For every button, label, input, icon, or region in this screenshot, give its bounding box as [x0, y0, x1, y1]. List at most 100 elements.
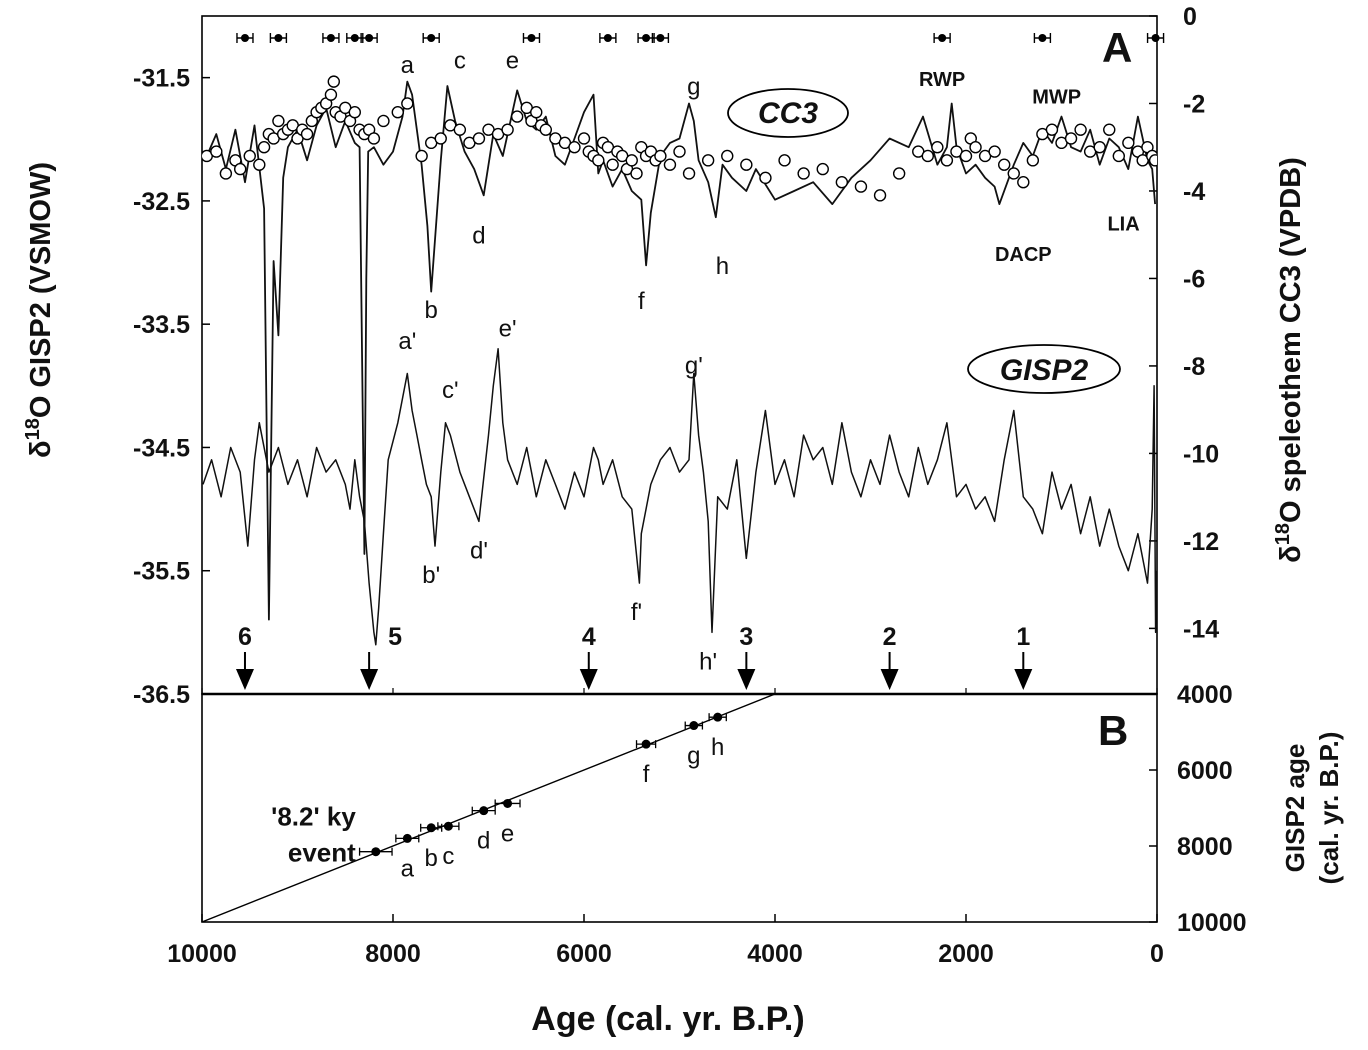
- cc3-dated-sample-point: [1017, 176, 1030, 189]
- cc3-dated-sample-point: [663, 158, 677, 171]
- cc3-dated-sample-point: [434, 132, 447, 145]
- cc3-dated-sample-point: [568, 141, 581, 154]
- cc3-dated-sample-point: [1103, 123, 1116, 136]
- bond-event-arrow-head: [579, 669, 598, 690]
- age-comparison-dot: [689, 721, 699, 731]
- bond-event-arrow: 5: [360, 623, 402, 690]
- cc3-dated-sample-point: [1122, 136, 1135, 150]
- dating-marker: [522, 33, 541, 43]
- dating-marker: [269, 33, 288, 43]
- panel-a-plot: [202, 75, 1157, 646]
- gisp2-event-label: c': [442, 377, 459, 404]
- panel-b-plot: [202, 694, 776, 922]
- cc3-dated-sample-point: [759, 171, 772, 185]
- svg-text:GISP2: GISP2: [1000, 354, 1089, 387]
- cc3-dated-sample-point: [701, 154, 715, 167]
- cc3-dated-sample-point: [401, 97, 414, 110]
- age-point-label: e: [501, 820, 514, 847]
- bond-event-label: 5: [388, 623, 402, 651]
- cc3-dated-sample-point: [921, 149, 934, 163]
- dating-marker: [422, 33, 440, 43]
- dating-marker-dot: [365, 34, 374, 42]
- bond-event-arrow: 6: [235, 623, 254, 690]
- cc3-dated-sample-point: [592, 154, 605, 167]
- gisp2-event-label: b': [422, 562, 440, 589]
- panel-b-y-tick-label: 4000: [1177, 681, 1233, 709]
- climate-period-label: MWP: [1032, 86, 1081, 108]
- bond-event-arrow-head: [235, 669, 254, 690]
- cc3-dated-sample-point: [348, 106, 361, 119]
- right-y-tick-label: -10: [1183, 440, 1219, 468]
- cc3-dated-sample-point: [998, 158, 1011, 171]
- x-tick-label: 8000: [365, 940, 421, 968]
- cc3-dated-sample-point: [391, 106, 404, 119]
- age-comparison-point: [420, 823, 443, 833]
- age-comparison-point: [708, 712, 727, 722]
- dating-marker: [599, 33, 617, 43]
- panel-a-annotations: a c e g b d f h a' c' e' g' b' d' f' h' RWP MWP DACP LIA 6 5 4…: [235, 33, 1165, 690]
- age-point-label: a: [401, 855, 415, 882]
- x-tick-label: 4000: [747, 940, 803, 968]
- cc3-dated-sample-point: [959, 149, 973, 163]
- right-y-tick-label: -2: [1183, 90, 1205, 118]
- cc3-dated-sample-point: [778, 154, 791, 167]
- cc3-dated-sample-point: [1007, 167, 1020, 180]
- cc3-event-label: c: [454, 47, 466, 74]
- bond-event-arrow-head: [737, 669, 756, 690]
- right-y-tick-label: -6: [1183, 265, 1205, 293]
- dating-marker-dot: [326, 34, 335, 42]
- age-comparison-point: [358, 847, 393, 857]
- cc3-dated-sample-point: [539, 123, 552, 136]
- right-y-tick-label: -8: [1183, 353, 1205, 381]
- right-y-tick-label: -14: [1183, 615, 1219, 643]
- age-comparison-point: [437, 821, 460, 831]
- dating-marker: [1146, 33, 1165, 43]
- cc3-dated-sample-point: [940, 154, 954, 167]
- gisp2-event-label: d': [470, 537, 488, 564]
- age-comparison-dot: [443, 821, 453, 831]
- dating-marker: [322, 33, 340, 43]
- cc3-dated-sample-point: [969, 141, 982, 154]
- cc3-event-label: h: [716, 253, 729, 280]
- cc3-dated-sample-point: [682, 167, 696, 180]
- cc3-dated-sample-point: [835, 176, 849, 189]
- age-point-label: d: [477, 828, 490, 855]
- bond-event-arrow-head: [1014, 669, 1033, 690]
- left-y-tick-label: -35.5: [133, 558, 190, 586]
- gisp2-event-label: a': [398, 328, 416, 355]
- cc3-dated-sample-point: [797, 167, 810, 180]
- cc3-event-label: e: [506, 47, 519, 74]
- left-y-tick-label: -32.5: [133, 188, 190, 216]
- age-comparison-point: [471, 806, 496, 816]
- gisp2-series-label: GISP2: [967, 344, 1121, 394]
- cc3-event-label: d: [472, 222, 485, 249]
- cc3-dated-sample-point: [625, 154, 638, 167]
- dating-marker-dot: [527, 34, 536, 42]
- panel-b-y-tick-label: 8000: [1177, 833, 1233, 861]
- x-tick-label: 2000: [938, 940, 994, 968]
- gisp2-event-label: g': [685, 352, 703, 379]
- cc3-dated-sample-point: [630, 167, 643, 180]
- dating-marker: [637, 33, 655, 43]
- left-y-tick-label: -36.5: [133, 681, 190, 709]
- dating-marker: [651, 33, 670, 43]
- x-tick-label: 10000: [167, 940, 237, 968]
- age-point-label: f: [643, 761, 650, 788]
- cc3-dated-sample-point: [988, 145, 1001, 158]
- dating-marker-dot: [656, 34, 665, 42]
- age-comparison-point: [635, 739, 657, 749]
- cc3-dated-sample-point: [415, 149, 428, 163]
- cc3-dated-sample-point: [453, 123, 467, 136]
- bond-event-label: 1: [1016, 623, 1030, 651]
- cc3-dated-sample-point: [377, 114, 390, 128]
- cc3-dated-sample-point: [530, 106, 543, 119]
- cc3-dated-sample-point: [673, 145, 686, 158]
- one-to-one-line: [202, 694, 776, 922]
- age-comparison-dot: [426, 823, 436, 833]
- climate-period-label: LIA: [1107, 213, 1139, 235]
- cc3-dated-sample-point: [233, 162, 247, 176]
- bond-event-label: 4: [582, 623, 596, 651]
- bond-event-arrow: 3: [737, 623, 756, 690]
- x-tick-label: 0: [1150, 940, 1164, 968]
